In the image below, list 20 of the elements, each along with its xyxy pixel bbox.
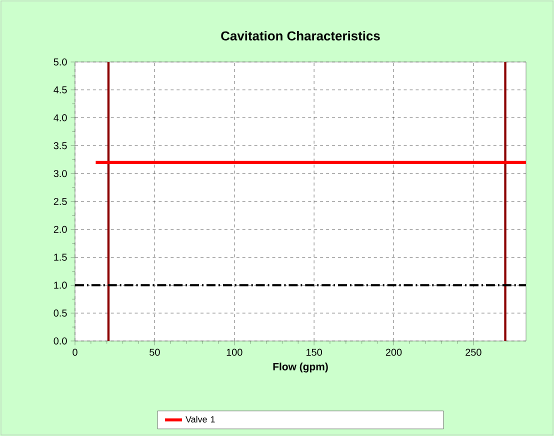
y-tick-label: 1.0 — [54, 282, 67, 289]
x-tick-label: 0 — [72, 348, 78, 356]
chart-title: Cavitation Characteristics — [221, 30, 380, 40]
legend-label: Valve 1 — [186, 416, 215, 423]
y-tick-label: 0.0 — [54, 337, 67, 345]
y-tick-label: 4.5 — [54, 86, 67, 94]
x-tick-label: 250 — [466, 348, 482, 356]
y-tick-label: 3.0 — [54, 170, 67, 178]
y-tick-label: 4.0 — [54, 114, 67, 122]
x-tick-label: 200 — [386, 348, 402, 356]
x-tick-label: 100 — [226, 348, 242, 356]
y-tick-label: 2.0 — [54, 226, 67, 233]
x-tick-label: 50 — [150, 348, 160, 356]
y-tick-label: 3.5 — [54, 142, 67, 150]
y-tick-label: 5.0 — [54, 58, 67, 66]
x-axis-title: Flow (gpm) — [273, 362, 328, 372]
y-tick-label: 2.5 — [54, 198, 67, 206]
y-tick-label: 0.5 — [54, 310, 67, 317]
y-tick-label: 1.5 — [54, 254, 67, 261]
x-tick-label: 150 — [306, 348, 322, 356]
